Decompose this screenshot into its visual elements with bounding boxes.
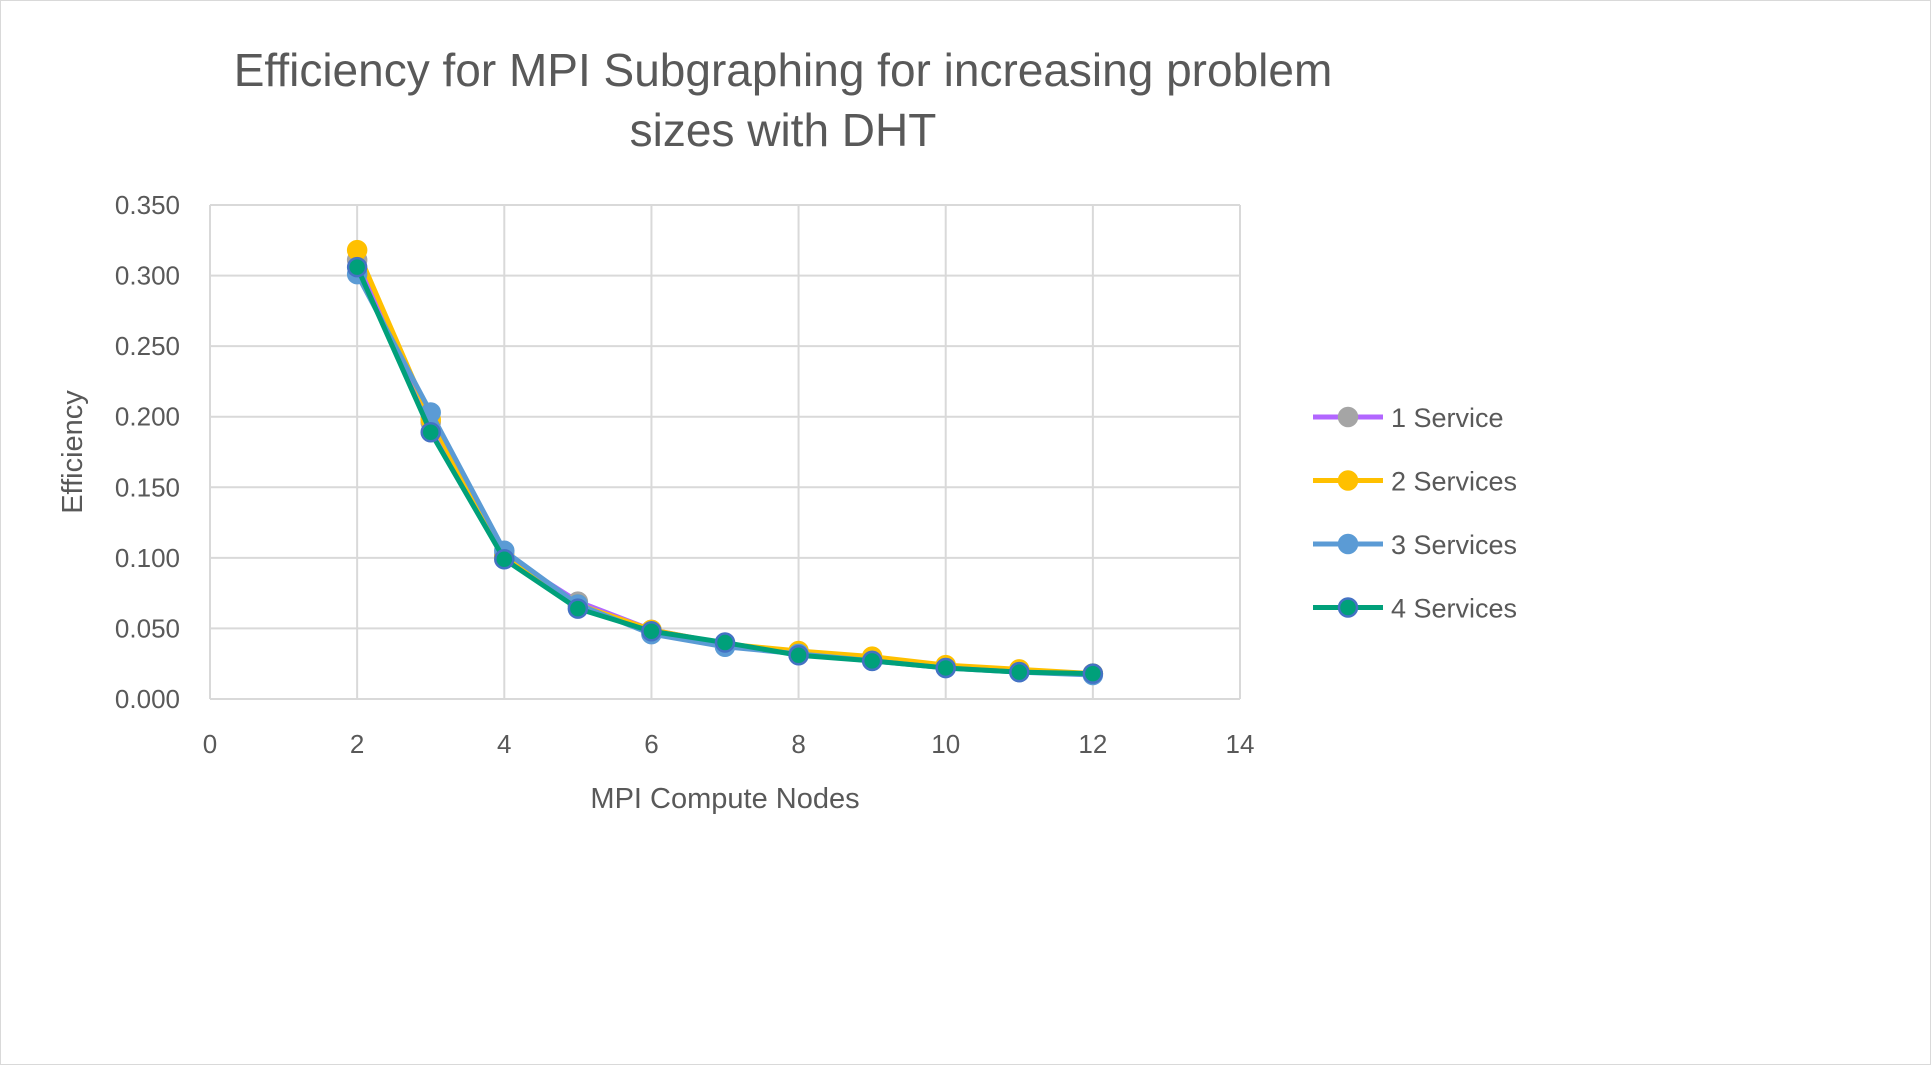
y-tick-label: 0.250	[115, 331, 180, 361]
y-tick-label: 0.350	[115, 190, 180, 220]
x-tick-label: 14	[1226, 729, 1255, 759]
data-point	[1009, 661, 1030, 683]
legend-label: 3 Services	[1391, 530, 1517, 560]
x-tick-label: 10	[931, 729, 960, 759]
data-point	[788, 644, 809, 666]
y-tick-label: 0.050	[115, 613, 180, 643]
data-point	[567, 598, 589, 619]
data-point	[346, 256, 368, 278]
legend-item: 1 Service	[1313, 403, 1504, 433]
y-axis-title: Efficiency	[57, 390, 89, 514]
x-tick-label: 4	[497, 729, 511, 759]
legend-marker	[1337, 406, 1359, 428]
series-2	[346, 239, 1104, 684]
data-point	[346, 239, 368, 261]
legend-marker	[1337, 533, 1359, 555]
legend-item: 3 Services	[1313, 530, 1517, 560]
series-line	[354, 272, 1093, 678]
legend-item: 2 Services	[1313, 467, 1517, 497]
data-point	[1082, 663, 1104, 684]
data-point	[935, 657, 956, 679]
x-tick-label: 2	[350, 729, 364, 759]
y-tick-label: 0.300	[115, 261, 180, 291]
data-point	[641, 621, 662, 642]
x-tick-label: 0	[203, 729, 217, 759]
legend-item: 4 Services	[1313, 594, 1517, 624]
series-3	[346, 263, 1104, 686]
y-tick-label: 0.100	[115, 543, 180, 573]
chart-title-line-2: sizes with DHT	[630, 104, 937, 156]
legend-label: 1 Service	[1391, 403, 1504, 433]
legend-label: 2 Services	[1391, 467, 1517, 497]
data-point	[494, 549, 515, 570]
y-tick-label: 0.150	[115, 472, 180, 502]
legend-marker	[1337, 597, 1359, 618]
data-point	[420, 421, 441, 443]
data-point	[714, 632, 736, 653]
y-tick-label: 0.200	[115, 402, 180, 432]
series-line	[354, 249, 1094, 677]
series-line	[354, 259, 1093, 677]
data-point	[861, 650, 883, 672]
legend-marker	[1337, 470, 1359, 491]
legend-label: 4 Services	[1391, 594, 1517, 624]
series-line	[354, 266, 1093, 677]
series-4	[346, 256, 1104, 684]
chart-title-line-1: Efficiency for MPI Subgraphing for incre…	[234, 44, 1333, 96]
x-tick-label: 8	[791, 729, 805, 759]
x-axis-title: MPI Compute Nodes	[590, 783, 859, 815]
x-tick-label: 6	[644, 729, 658, 759]
y-tick-label: 0.000	[115, 684, 180, 714]
x-tick-label: 12	[1078, 729, 1107, 759]
